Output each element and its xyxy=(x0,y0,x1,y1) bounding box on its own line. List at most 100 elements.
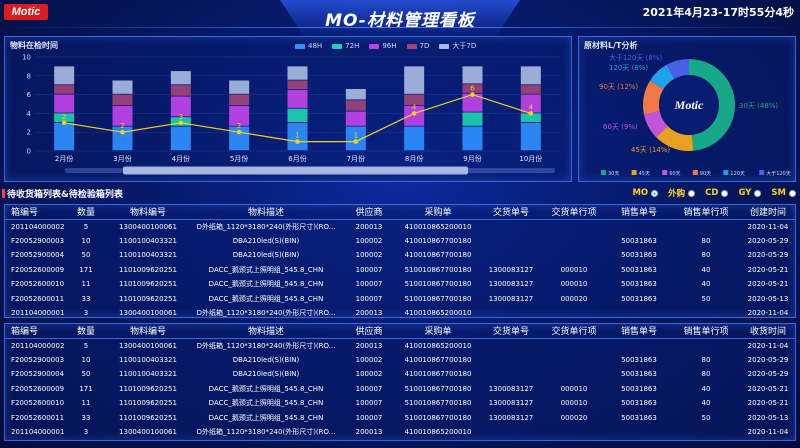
column-header[interactable]: 收货时间 xyxy=(749,327,786,338)
bar-segment[interactable] xyxy=(287,66,308,80)
column-header[interactable]: 交货单行项 xyxy=(551,327,597,338)
column-header[interactable]: 供应商 xyxy=(355,327,383,338)
bar-segment[interactable] xyxy=(404,126,425,151)
column-header[interactable]: 采购单 xyxy=(424,208,452,219)
pie-legend-label[interactable]: 45天 xyxy=(639,171,650,177)
legend-item[interactable]: 96H xyxy=(369,41,397,51)
column-header[interactable]: 物料编号 xyxy=(129,327,166,338)
bar-segment[interactable] xyxy=(170,96,191,117)
table-row[interactable]: 201104000002 5 1300400100061 D外纸箱_1120*3180… xyxy=(5,219,795,234)
bar-segment[interactable] xyxy=(170,85,191,96)
trend-point[interactable] xyxy=(411,111,417,116)
bar-segment[interactable] xyxy=(287,89,308,108)
bar-segment[interactable] xyxy=(462,84,483,93)
legend-item[interactable]: 大于7D xyxy=(439,41,476,51)
table-row[interactable]: F20052900004 50 1100100403321 DBA210led(S)(… xyxy=(5,367,795,382)
column-header[interactable]: 数量 xyxy=(76,208,95,219)
bar-segment[interactable] xyxy=(112,94,133,106)
bar-segment[interactable] xyxy=(54,113,75,122)
bar-segment[interactable] xyxy=(229,105,250,126)
bar-segment[interactable] xyxy=(287,80,308,90)
donut-slice[interactable] xyxy=(643,80,664,115)
table-row[interactable]: F20052600011 33 1101009620251 DACC_鹅颈式上照明组_… xyxy=(5,411,795,426)
bar-segment[interactable] xyxy=(520,66,541,85)
donut-slice[interactable] xyxy=(666,59,689,79)
column-header[interactable]: 创建时间 xyxy=(749,208,786,219)
column-header[interactable]: 物料编号 xyxy=(129,208,166,219)
radio-button[interactable] xyxy=(651,189,659,197)
chart-scroll-handle[interactable] xyxy=(123,166,468,175)
column-header[interactable]: 箱编号 xyxy=(11,327,39,338)
radio-option[interactable]: GY xyxy=(738,187,762,199)
radio-button[interactable] xyxy=(721,189,729,197)
trend-point[interactable] xyxy=(236,129,242,135)
column-header[interactable]: 数量 xyxy=(76,327,95,338)
bar-segment[interactable] xyxy=(345,111,366,126)
column-header[interactable]: 交货单号 xyxy=(492,327,529,338)
column-header[interactable]: 销售单行项 xyxy=(683,327,729,338)
bar-segment[interactable] xyxy=(462,126,483,151)
radio-button[interactable] xyxy=(789,189,796,197)
legend-item[interactable]: 7D xyxy=(406,41,429,51)
bar-segment[interactable] xyxy=(54,122,75,151)
bar-segment[interactable] xyxy=(520,94,541,113)
bar-segment[interactable] xyxy=(404,94,425,106)
bar-segment[interactable] xyxy=(287,122,308,151)
trend-point[interactable] xyxy=(470,92,475,97)
radio-button[interactable] xyxy=(688,189,696,197)
trend-point[interactable] xyxy=(178,120,184,126)
column-header[interactable]: 物料描述 xyxy=(247,327,284,338)
bar-segment[interactable] xyxy=(462,66,483,84)
column-header[interactable]: 物料描述 xyxy=(247,208,284,219)
donut-slice[interactable] xyxy=(649,64,675,90)
bar-segment[interactable] xyxy=(170,126,191,151)
bar-segment[interactable] xyxy=(54,94,75,113)
column-header[interactable]: 销售单号 xyxy=(620,208,657,219)
radio-option[interactable]: CD xyxy=(705,187,729,199)
table-row[interactable]: F20052600010 11 1101009620251 DACC_鹅颈式上照明组_… xyxy=(5,277,795,292)
bar-segment[interactable] xyxy=(54,85,75,94)
radio-option[interactable]: MO xyxy=(632,187,659,199)
bar-segment[interactable] xyxy=(404,105,425,126)
pie-legend-label[interactable]: 大于120天 xyxy=(766,170,791,177)
bar-segment[interactable] xyxy=(520,122,541,151)
bar-segment[interactable] xyxy=(287,108,308,122)
donut-slice[interactable] xyxy=(643,111,668,138)
column-header[interactable]: 销售单行项 xyxy=(683,208,729,219)
column-header[interactable]: 采购单 xyxy=(424,327,452,338)
table-row[interactable]: F20052900003 10 1100100403321 DBA210led(S)(… xyxy=(5,353,795,368)
bar-segment[interactable] xyxy=(229,80,250,94)
bar-segment[interactable] xyxy=(112,126,133,151)
donut-slice[interactable] xyxy=(689,59,736,151)
table-row[interactable]: 201104000002 5 1300400100061 D外纸箱_1120*3180… xyxy=(5,338,795,353)
pie-legend-label[interactable]: 90天 xyxy=(700,171,711,177)
bar-segment[interactable] xyxy=(112,80,133,94)
legend-item[interactable]: 72H xyxy=(332,41,359,51)
table-row[interactable]: 201104000001 3 1300400100061 D外纸箱_1120*3180… xyxy=(5,306,795,317)
radio-option[interactable]: 外购 xyxy=(668,187,696,199)
bar-segment[interactable] xyxy=(462,112,483,126)
table-row[interactable]: F20052900003 10 1100100403321 DBA210led(S)(… xyxy=(5,234,795,249)
bar-segment[interactable] xyxy=(345,88,366,100)
column-header[interactable]: 交货单行项 xyxy=(551,208,597,219)
radio-option[interactable]: SM xyxy=(771,187,796,199)
column-header[interactable]: 箱编号 xyxy=(11,208,39,219)
pie-legend-label[interactable]: 120天 xyxy=(730,171,745,177)
table-row[interactable]: F20052600010 11 1101009620251 DACC_鹅颈式上照明组_… xyxy=(5,396,795,411)
bar-segment[interactable] xyxy=(170,71,191,85)
trend-point[interactable] xyxy=(353,139,359,144)
table-row[interactable]: F20052900004 50 1100100403321 DBA210led(S)(… xyxy=(5,248,795,263)
donut-slice[interactable] xyxy=(656,126,694,151)
trend-point[interactable] xyxy=(528,111,534,116)
bar-segment[interactable] xyxy=(404,66,425,94)
trend-point[interactable] xyxy=(61,120,67,126)
bar-segment[interactable] xyxy=(345,126,366,151)
bar-segment[interactable] xyxy=(112,105,133,126)
column-header[interactable]: 供应商 xyxy=(355,208,383,219)
bar-segment[interactable] xyxy=(520,113,541,122)
table-row[interactable]: F20052600011 33 1101009620251 DACC_鹅颈式上照明组_… xyxy=(5,292,795,307)
radio-button[interactable] xyxy=(754,189,762,197)
legend-item[interactable]: 48H xyxy=(295,41,322,51)
pie-legend-label[interactable]: 30天 xyxy=(608,171,619,177)
bar-segment[interactable] xyxy=(54,66,75,85)
